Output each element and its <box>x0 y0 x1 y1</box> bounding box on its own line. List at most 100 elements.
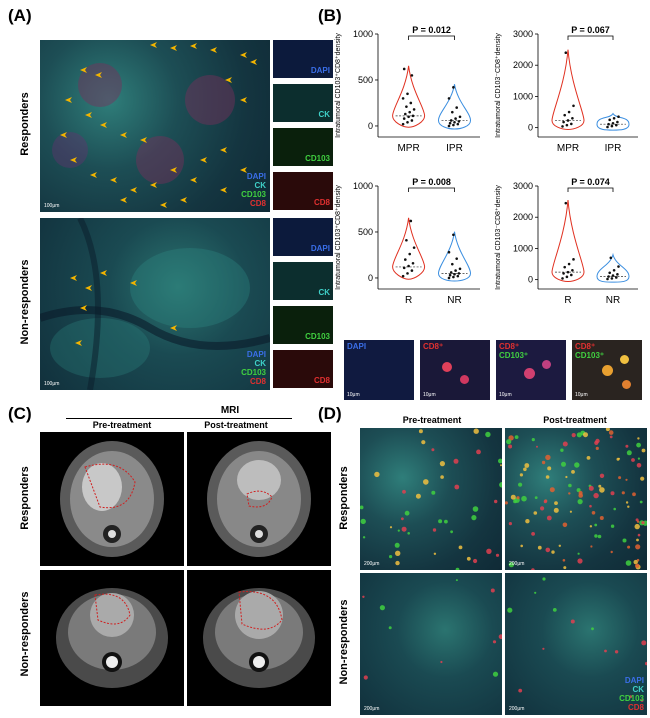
cell-dot <box>631 458 635 462</box>
cell-dot <box>613 507 616 511</box>
inset-cd8-cd103-label: CD8⁺ CD103⁺ <box>499 342 529 360</box>
cell-dot <box>533 511 538 515</box>
cell-dot <box>576 488 581 493</box>
arrowhead-icon <box>170 167 177 173</box>
cell-dot <box>594 440 599 445</box>
violin-IPR <box>596 112 630 131</box>
arrowhead-icon <box>85 112 92 118</box>
cell-dot <box>605 428 610 432</box>
x-category-label: R <box>405 295 412 306</box>
cell-dot <box>636 442 641 448</box>
data-point <box>401 97 405 100</box>
arrowhead-icon <box>80 67 87 73</box>
x-category-label: MPR <box>557 143 579 154</box>
data-point <box>455 106 458 109</box>
arrowhead-icon <box>220 147 227 153</box>
cell-dot <box>498 634 502 640</box>
cell-dot <box>595 446 599 450</box>
cell-dot <box>627 545 631 549</box>
panel-c-title: MRI <box>220 405 240 416</box>
data-point <box>411 114 415 118</box>
significance-bracket <box>408 187 455 192</box>
data-point <box>452 123 455 127</box>
cell-dot <box>516 496 520 500</box>
cell-dot <box>473 558 478 564</box>
inset-merged-label: CD8⁺ CD103⁺ <box>575 342 605 360</box>
cell-dot <box>568 492 571 495</box>
cell-dot <box>510 494 516 500</box>
cell-dot <box>531 568 535 570</box>
cell-dot <box>629 695 633 698</box>
data-point <box>612 268 616 272</box>
cell-dot <box>641 521 645 525</box>
cell-dot <box>636 538 639 542</box>
data-point <box>570 273 573 277</box>
data-point <box>564 51 568 55</box>
cell-dot <box>560 448 564 452</box>
arrowhead-icon <box>150 42 157 48</box>
y-axis-label: Intratumoral CD103⁻CD8⁺density <box>495 185 502 290</box>
violin-chart-1: 0 500 1000 Intratumoral CD103⁺CD8⁺density MP… <box>335 25 480 154</box>
cell-dot <box>545 547 551 553</box>
cell-dot <box>640 699 644 702</box>
cell-dot <box>534 591 537 594</box>
cell-dot <box>591 511 596 515</box>
data-point <box>570 122 573 126</box>
arrowhead-icon <box>130 280 137 286</box>
arrowhead-icon <box>75 340 82 346</box>
data-point <box>447 124 451 128</box>
cell-dot <box>362 595 365 598</box>
cell-dot <box>569 510 572 513</box>
data-point <box>567 262 571 266</box>
y-tick-label: 0 <box>528 123 533 133</box>
cell-dot <box>637 457 640 460</box>
data-point <box>616 120 619 124</box>
y-tick-label: 0 <box>368 273 373 283</box>
y-tick-label: 3000 <box>513 181 533 191</box>
arrowhead-icon <box>180 197 187 203</box>
cell-dot <box>388 626 392 630</box>
data-point <box>408 110 411 114</box>
data-point <box>406 92 409 96</box>
panel-d-row-nonresponders: Non-responders <box>338 599 350 685</box>
cell-dot <box>621 491 625 495</box>
data-point <box>410 74 414 77</box>
data-point <box>410 269 414 272</box>
arrowhead-icon <box>150 182 157 188</box>
cell-dot <box>450 530 453 534</box>
y-tick-label: 500 <box>358 227 373 237</box>
panel-b-insets: DAPI 10μm CD8⁺ 10μm CD8⁺ CD103⁺ 10μm CD8⁺… <box>344 340 644 400</box>
data-point <box>561 125 564 128</box>
cell-dot <box>594 534 598 538</box>
violin-IPR <box>437 84 472 130</box>
cell-dot <box>593 492 599 499</box>
data-point <box>452 86 455 89</box>
data-point <box>407 115 410 119</box>
cell-dot <box>610 550 613 554</box>
cell-dot <box>363 675 368 680</box>
violin-chart-3: 0 500 1000 Intratumoral CD103⁺CD8⁺density R N… <box>335 177 480 306</box>
cell-dot <box>518 482 523 487</box>
panel-d-nonresponder-pre: 200μm <box>360 573 502 715</box>
violin-NR <box>596 252 630 283</box>
cell-dot <box>495 553 500 557</box>
cell-dot <box>433 552 437 555</box>
cell-dot <box>618 476 622 480</box>
data-point <box>412 246 416 249</box>
y-tick-label: 2000 <box>513 212 533 222</box>
violin-chart-2: 0 1000 2000 3000 Intratumoral CD103⁻CD8⁺dens… <box>495 25 638 154</box>
cell-dot <box>540 506 545 511</box>
panel-c-col-post: Post-treatment <box>204 420 268 430</box>
cell-dot <box>571 433 576 438</box>
cell-dot <box>614 650 619 654</box>
cell-dot <box>546 515 552 521</box>
p-value-label: P = 0.008 <box>412 177 451 187</box>
data-point <box>564 201 568 205</box>
cell-dot <box>563 566 567 570</box>
p-value-label: P = 0.067 <box>571 25 610 35</box>
cell-dot <box>395 560 400 566</box>
cell-dot <box>610 524 615 528</box>
cell-dot <box>440 660 443 664</box>
nonresponders-channel-legend: DAPI CK CD103 CD8 <box>241 350 266 386</box>
data-point <box>615 123 618 127</box>
